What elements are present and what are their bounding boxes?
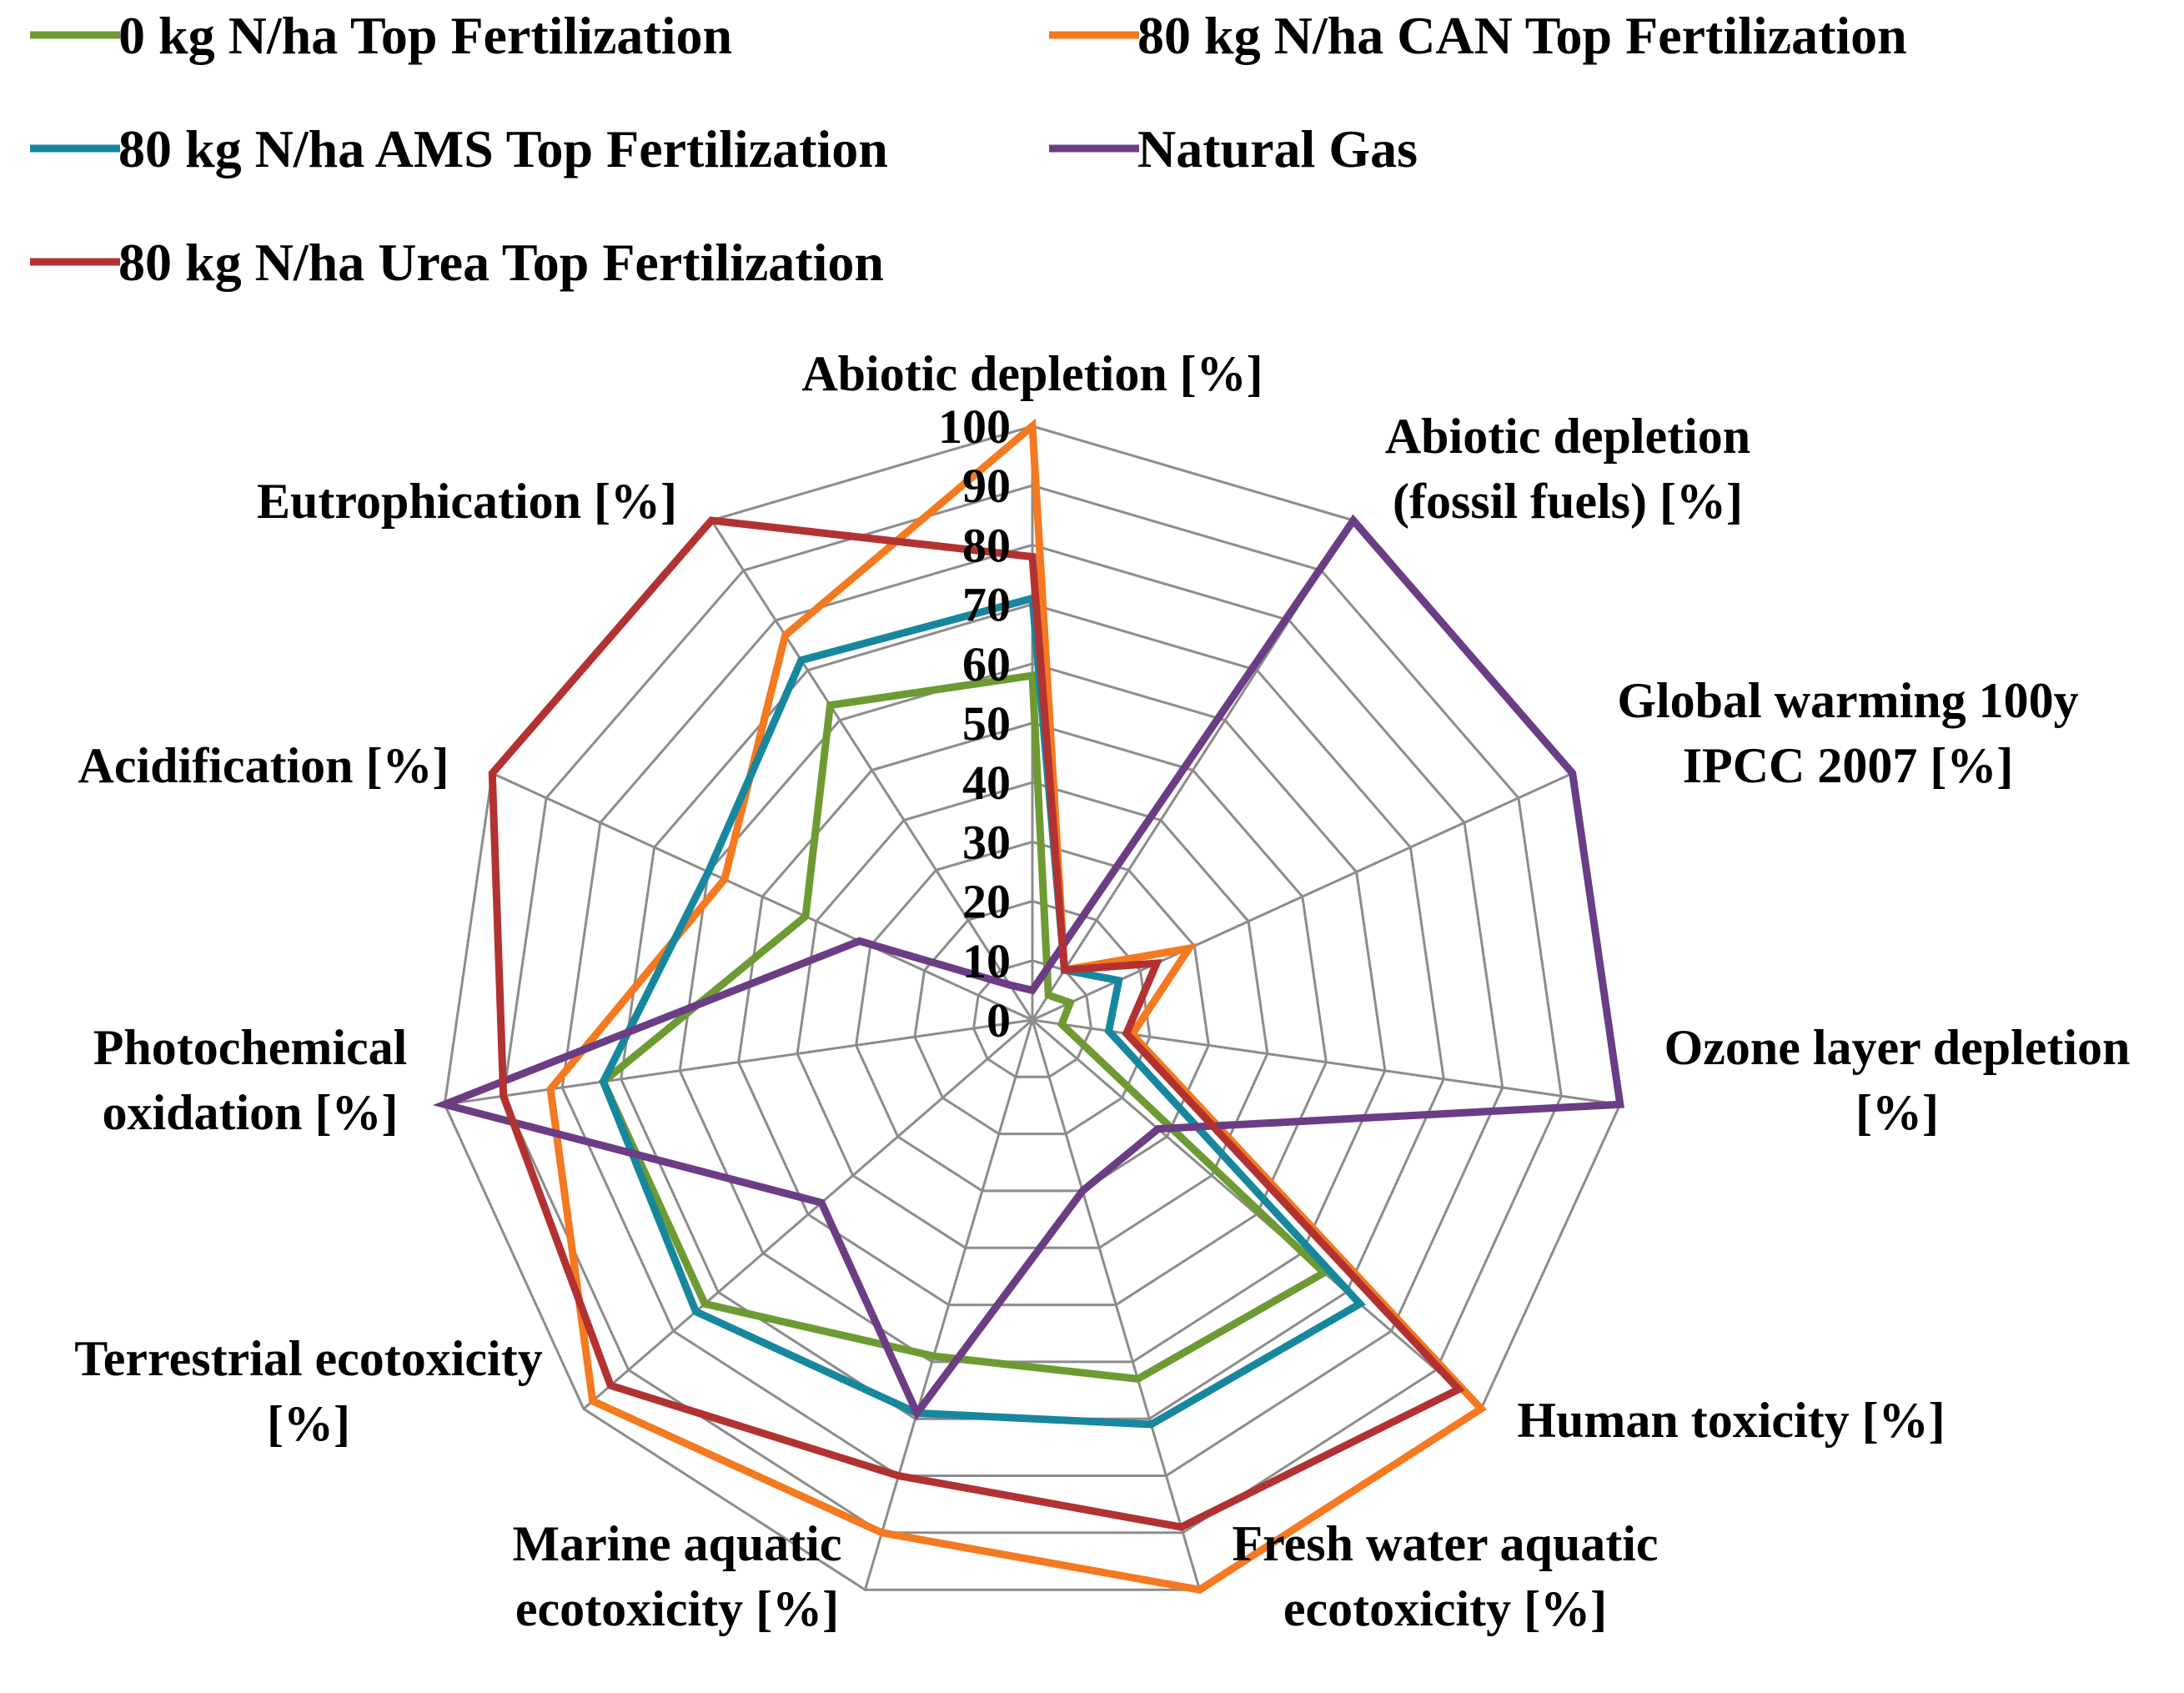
axis-label-0: Abiotic depletion [%] (801, 346, 1263, 401)
axis-label-7: Terrestrial ecotoxicity [%] (74, 1331, 542, 1451)
axis-label-5: Fresh water aquatic ecotoxicity [%] (1232, 1516, 1658, 1636)
legend-label-4: 80 kg N/ha Urea Top Fertilization (118, 233, 884, 292)
tick-label-100: 100 (938, 399, 1011, 454)
tick-label-30: 30 (962, 815, 1011, 869)
tick-label-50: 50 (962, 696, 1011, 751)
tick-label-10: 10 (962, 934, 1011, 988)
axis-label-1: Abiotic depletion (fossil fuels) [%] (1385, 409, 1750, 529)
tick-label-70: 70 (962, 578, 1011, 632)
grid-ring-3 (855, 840, 1210, 1193)
series-group (432, 418, 1624, 1594)
grid-ring-9 (502, 484, 1563, 1535)
axis-label-2: Global warming 100y IPCC 2007 [%] (1617, 673, 2078, 793)
grid-spoke-7 (582, 1018, 1033, 1410)
series-line-0 (598, 671, 1331, 1384)
axis-label-6: Marine aquatic ecotoxicity [%] (513, 1516, 842, 1636)
legend-item-1: 80 kg N/ha CAN Top Fertilization (1049, 6, 1907, 65)
grid-spoke-3 (1032, 1018, 1621, 1106)
grid-spoke-6 (863, 1019, 1034, 1590)
legend-label-3: Natural Gas (1137, 119, 1418, 178)
axis-label-8: Photochemical oxidation [%] (93, 1020, 408, 1140)
series-line-3 (432, 514, 1624, 1421)
grid-spoke-8 (444, 1018, 1033, 1106)
axis-label-3: Ozone layer depletion [%] (1664, 1020, 2131, 1140)
axis-label-9: Acidification [%] (78, 738, 449, 793)
radar-grid (443, 425, 1622, 1591)
series-line-1 (546, 418, 1488, 1594)
series-line-4 (488, 516, 1465, 1531)
grid-ring-1 (972, 959, 1093, 1078)
axis-labels: Abiotic depletion [%] Abiotic depletion (f… (74, 346, 2130, 1636)
legend-label-0: 0 kg N/ha Top Fertilization (118, 6, 732, 65)
grid-spoke-5 (1031, 1019, 1202, 1590)
grid-spoke-9 (491, 771, 1033, 1022)
tick-label-60: 60 (962, 637, 1011, 691)
grid-spoke-4 (1032, 1018, 1483, 1410)
tick-label-90: 90 (962, 459, 1011, 513)
legend-item-4: 80 kg N/ha Urea Top Fertilization (30, 233, 884, 292)
legend-item-3: Natural Gas (1049, 119, 1418, 178)
tick-label-40: 40 (962, 756, 1011, 810)
grid-ring-8 (560, 543, 1504, 1477)
grid-spoke-10 (710, 520, 1034, 1021)
legend: 0 kg N/ha Top Fertilization 80 kg N/ha CA… (30, 6, 1907, 292)
axis-label-10: Eutrophication [%] (257, 474, 677, 529)
tick-label-0: 0 (987, 993, 1011, 1047)
legend-item-2: 80 kg N/ha AMS Top Fertilization (30, 119, 888, 178)
series-line-2 (599, 593, 1366, 1429)
tick-label-80: 80 (962, 518, 1011, 572)
grid-ring-5 (737, 721, 1328, 1307)
grid-ring-4 (796, 781, 1269, 1249)
legend-label-2: 80 kg N/ha AMS Top Fertilization (118, 119, 888, 178)
tick-label-20: 20 (962, 875, 1011, 929)
legend-item-0: 0 kg N/ha Top Fertilization (30, 6, 732, 65)
axis-label-4: Human toxicity [%] (1517, 1393, 1945, 1448)
legend-label-1: 80 kg N/ha CAN Top Fertilization (1137, 6, 1907, 65)
